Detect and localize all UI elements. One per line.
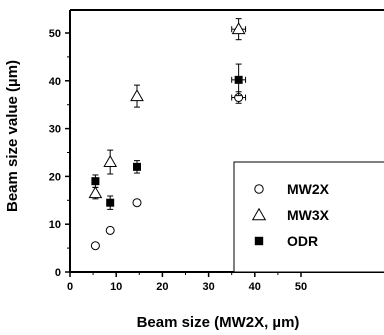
legend-marker-mw3x — [251, 207, 267, 221]
legend-marker-mw2x — [254, 184, 264, 194]
mw3x-point — [103, 155, 118, 168]
x-tick-label: 40 — [249, 281, 261, 293]
odr-point — [106, 198, 115, 207]
odr-point — [132, 162, 141, 171]
odr-point — [91, 177, 100, 186]
y-tick-label: 10 — [49, 219, 61, 231]
y-axis-title: Beam size value (µm) — [4, 60, 21, 212]
axis-ticks: 0 10 20 30 40 50 0 10 20 30 40 50 — [49, 28, 307, 293]
legend: MW2X MW3X ODR — [233, 161, 384, 273]
y-tick-label: 30 — [49, 124, 61, 136]
series-mw3x — [88, 18, 247, 200]
y-tick-label: 50 — [49, 28, 61, 40]
legend-label-odr: ODR — [287, 233, 318, 249]
x-tick-label: 30 — [202, 281, 214, 293]
series-mw2x — [90, 91, 247, 251]
mw2x-point — [90, 241, 100, 251]
y-tick-label: 0 — [55, 267, 61, 279]
x-tick-label: 50 — [295, 281, 307, 293]
legend-label-mw3x: MW3X — [287, 207, 330, 223]
y-tick-label: 40 — [49, 76, 61, 88]
x-tick-label: 10 — [110, 281, 122, 293]
mw3x-point — [231, 22, 246, 35]
odr-point — [234, 75, 243, 84]
legend-label-mw2x: MW2X — [287, 181, 330, 197]
data-marks — [88, 18, 247, 251]
legend-marker-odr — [254, 236, 264, 246]
x-tick-label: 0 — [67, 281, 73, 293]
x-tick-label: 20 — [156, 281, 168, 293]
series-odr — [91, 63, 247, 210]
mw2x-point — [132, 198, 142, 208]
y-tick-label: 20 — [49, 171, 61, 183]
mw3x-point — [88, 186, 103, 199]
mw3x-point — [130, 89, 144, 102]
x-axis-title: Beam size (MW2X, µm) — [137, 314, 300, 331]
mw2x-point — [105, 225, 115, 235]
